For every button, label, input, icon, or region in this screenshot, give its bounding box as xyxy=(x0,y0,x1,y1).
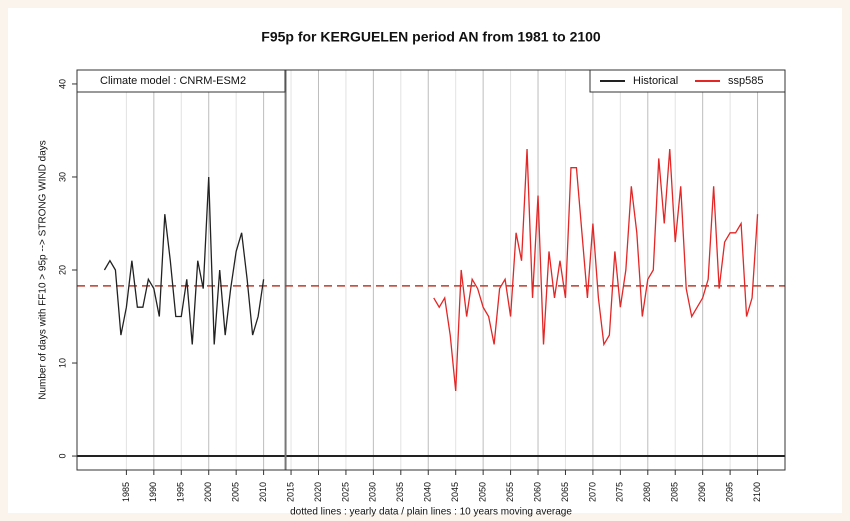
x-tick-label: 1990 xyxy=(148,482,158,502)
y-tick-label: 30 xyxy=(57,172,67,182)
x-tick-label: 2075 xyxy=(615,482,625,502)
x-tick-label: 2085 xyxy=(670,482,680,502)
x-tick-label: 2000 xyxy=(203,482,213,502)
x-tick-label: 2090 xyxy=(697,482,707,502)
x-tick-label: 1995 xyxy=(176,482,186,502)
annotation-box xyxy=(76,69,286,93)
series-line xyxy=(433,149,759,391)
x-tick-label: 2035 xyxy=(395,482,405,502)
y-tick-label: 20 xyxy=(57,265,67,275)
x-tick-label: 2005 xyxy=(231,482,241,502)
legend-label: Historical xyxy=(633,75,678,87)
x-tick-label: 2100 xyxy=(752,482,762,502)
x-tick-label: 2060 xyxy=(532,482,542,502)
x-tick-label: 2095 xyxy=(724,482,734,502)
x-tick-label: 2065 xyxy=(560,482,570,502)
x-tick-label: 2030 xyxy=(368,482,378,502)
legend-label: ssp585 xyxy=(728,75,763,87)
x-tick-label: 2015 xyxy=(285,482,295,502)
x-tick-label: 2055 xyxy=(505,482,515,502)
x-tick-label: 1985 xyxy=(121,482,131,502)
chart-title: F95p for KERGUELEN period AN from 1981 t… xyxy=(261,29,601,45)
x-axis-label: dotted lines : yearly data / plain lines… xyxy=(290,507,572,518)
x-tick-label: 2050 xyxy=(478,482,488,502)
series-line xyxy=(103,176,265,345)
x-tick-label: 2020 xyxy=(313,482,323,502)
annotation: Climate model : CNRM-ESM2 xyxy=(100,75,246,87)
y-tick-label: 10 xyxy=(57,358,67,368)
x-tick-label: 2070 xyxy=(587,482,597,502)
x-tick-label: 2010 xyxy=(258,482,268,502)
x-tick-label: 2025 xyxy=(340,482,350,502)
y-axis-label: Number of days with FF10 > 95p --> STRON… xyxy=(38,140,49,400)
plot-frame xyxy=(76,69,786,471)
x-tick-label: 2080 xyxy=(642,482,652,502)
y-tick-label: 0 xyxy=(57,454,67,459)
legend-box xyxy=(589,69,786,93)
x-tick-label: 2040 xyxy=(423,482,433,502)
x-tick-label: 2045 xyxy=(450,482,460,502)
y-tick-label: 40 xyxy=(57,79,67,89)
